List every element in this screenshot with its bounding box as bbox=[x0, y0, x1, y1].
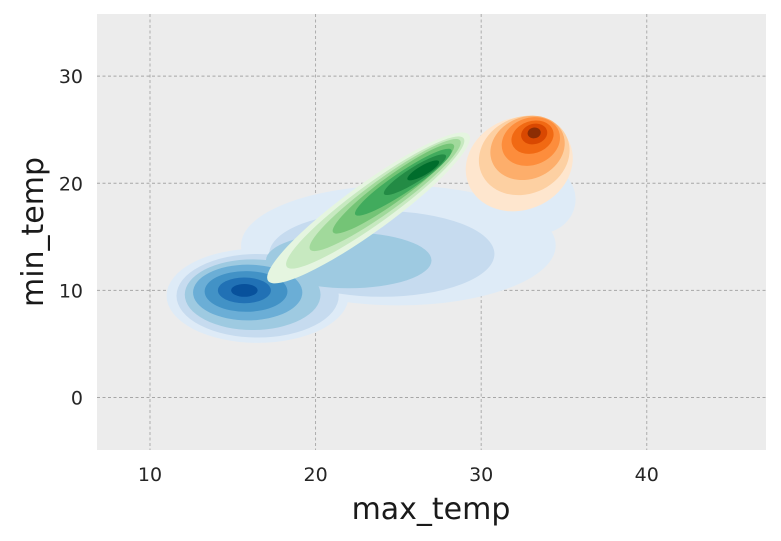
y-tick-label: 20 bbox=[59, 173, 83, 195]
contour-level bbox=[527, 127, 541, 139]
x-tick-label: 40 bbox=[635, 464, 659, 486]
x-tick-label: 10 bbox=[138, 464, 162, 486]
contour-level bbox=[231, 283, 258, 297]
kde-oranges bbox=[465, 115, 573, 212]
x-tick-labels: 10 20 30 40 bbox=[138, 464, 659, 486]
contour-blob bbox=[407, 160, 440, 181]
y-axis-label: min_temp bbox=[16, 157, 51, 307]
contour-blob bbox=[231, 283, 258, 297]
contour-level bbox=[407, 160, 440, 181]
x-tick-label: 20 bbox=[303, 464, 327, 486]
density-contours bbox=[166, 115, 576, 343]
y-tick-label: 10 bbox=[59, 280, 83, 302]
x-tick-label: 30 bbox=[469, 464, 493, 486]
contour-blob bbox=[527, 127, 541, 139]
y-tick-labels: 0 10 20 30 bbox=[59, 66, 83, 409]
kde-greens bbox=[267, 132, 471, 284]
x-axis-label: max_temp bbox=[352, 492, 511, 527]
y-tick-label: 30 bbox=[59, 66, 83, 88]
y-tick-label: 0 bbox=[71, 388, 83, 410]
